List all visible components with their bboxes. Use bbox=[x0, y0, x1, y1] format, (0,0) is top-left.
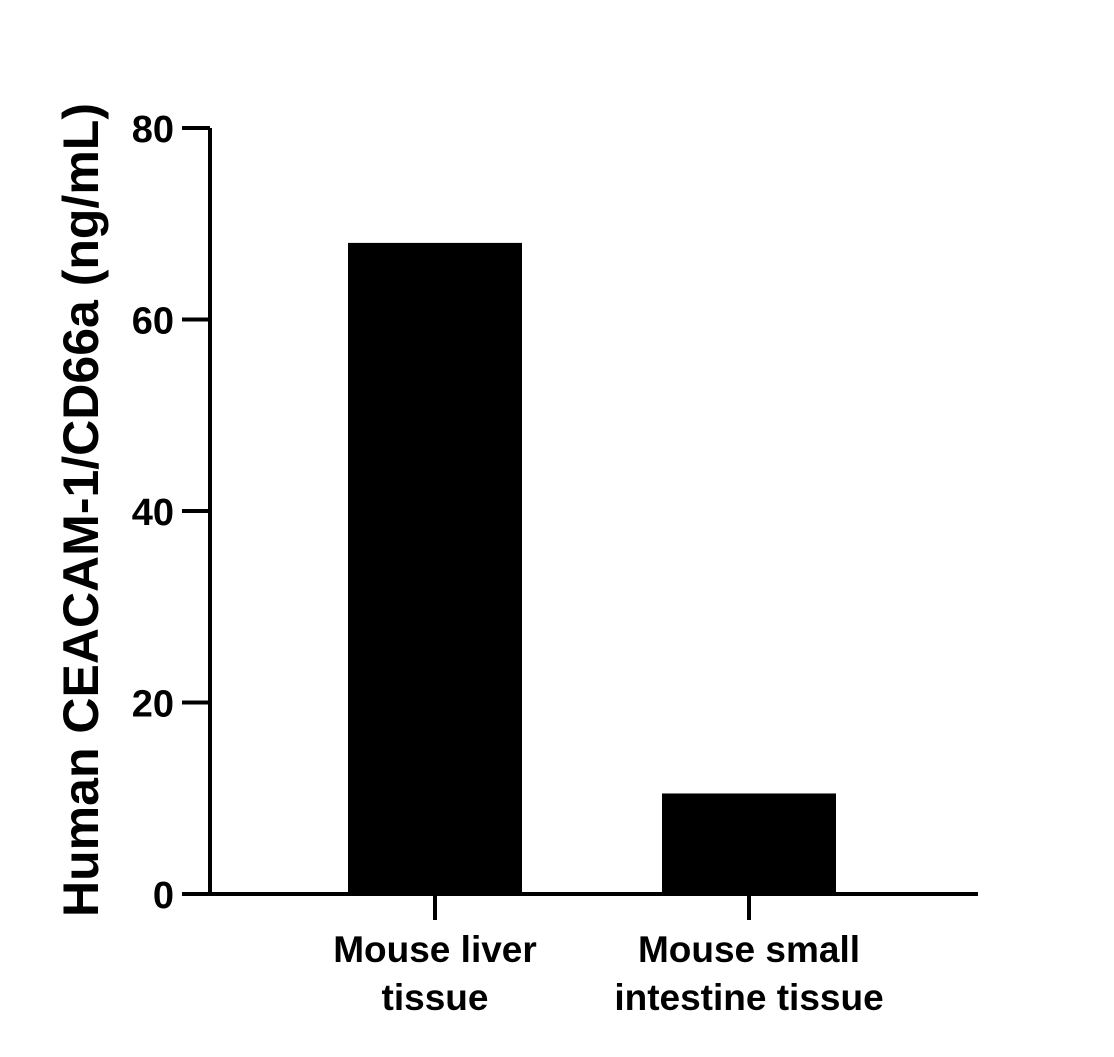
bars-group bbox=[348, 242, 836, 894]
x-category-label-2-line-2: intestine tissue bbox=[614, 977, 883, 1018]
y-tick-label-40: 40 bbox=[132, 492, 174, 534]
axes-group bbox=[182, 128, 978, 896]
x-category-label-1-line-2: tissue bbox=[382, 977, 489, 1018]
bar-2 bbox=[662, 793, 836, 894]
y-axis-label-group: Human CEACAM-1/CD66a (ng/mL) bbox=[53, 103, 109, 917]
bar-1 bbox=[348, 242, 522, 894]
y-tick-label-80: 80 bbox=[132, 109, 174, 151]
y-tick-label-0: 0 bbox=[153, 875, 174, 917]
x-ticks-group: Mouse liver tissue Mouse small intestine ti… bbox=[333, 894, 884, 1018]
x-category-label-1-line-1: Mouse liver bbox=[333, 929, 537, 970]
y-tick-label-20: 20 bbox=[132, 684, 174, 726]
x-category-label-2-line-1: Mouse small bbox=[638, 929, 860, 970]
y-axis-label: Human CEACAM-1/CD66a (ng/mL) bbox=[53, 103, 109, 917]
y-ticks-group: 0 20 40 60 80 bbox=[132, 109, 210, 917]
y-tick-label-60: 60 bbox=[132, 301, 174, 343]
